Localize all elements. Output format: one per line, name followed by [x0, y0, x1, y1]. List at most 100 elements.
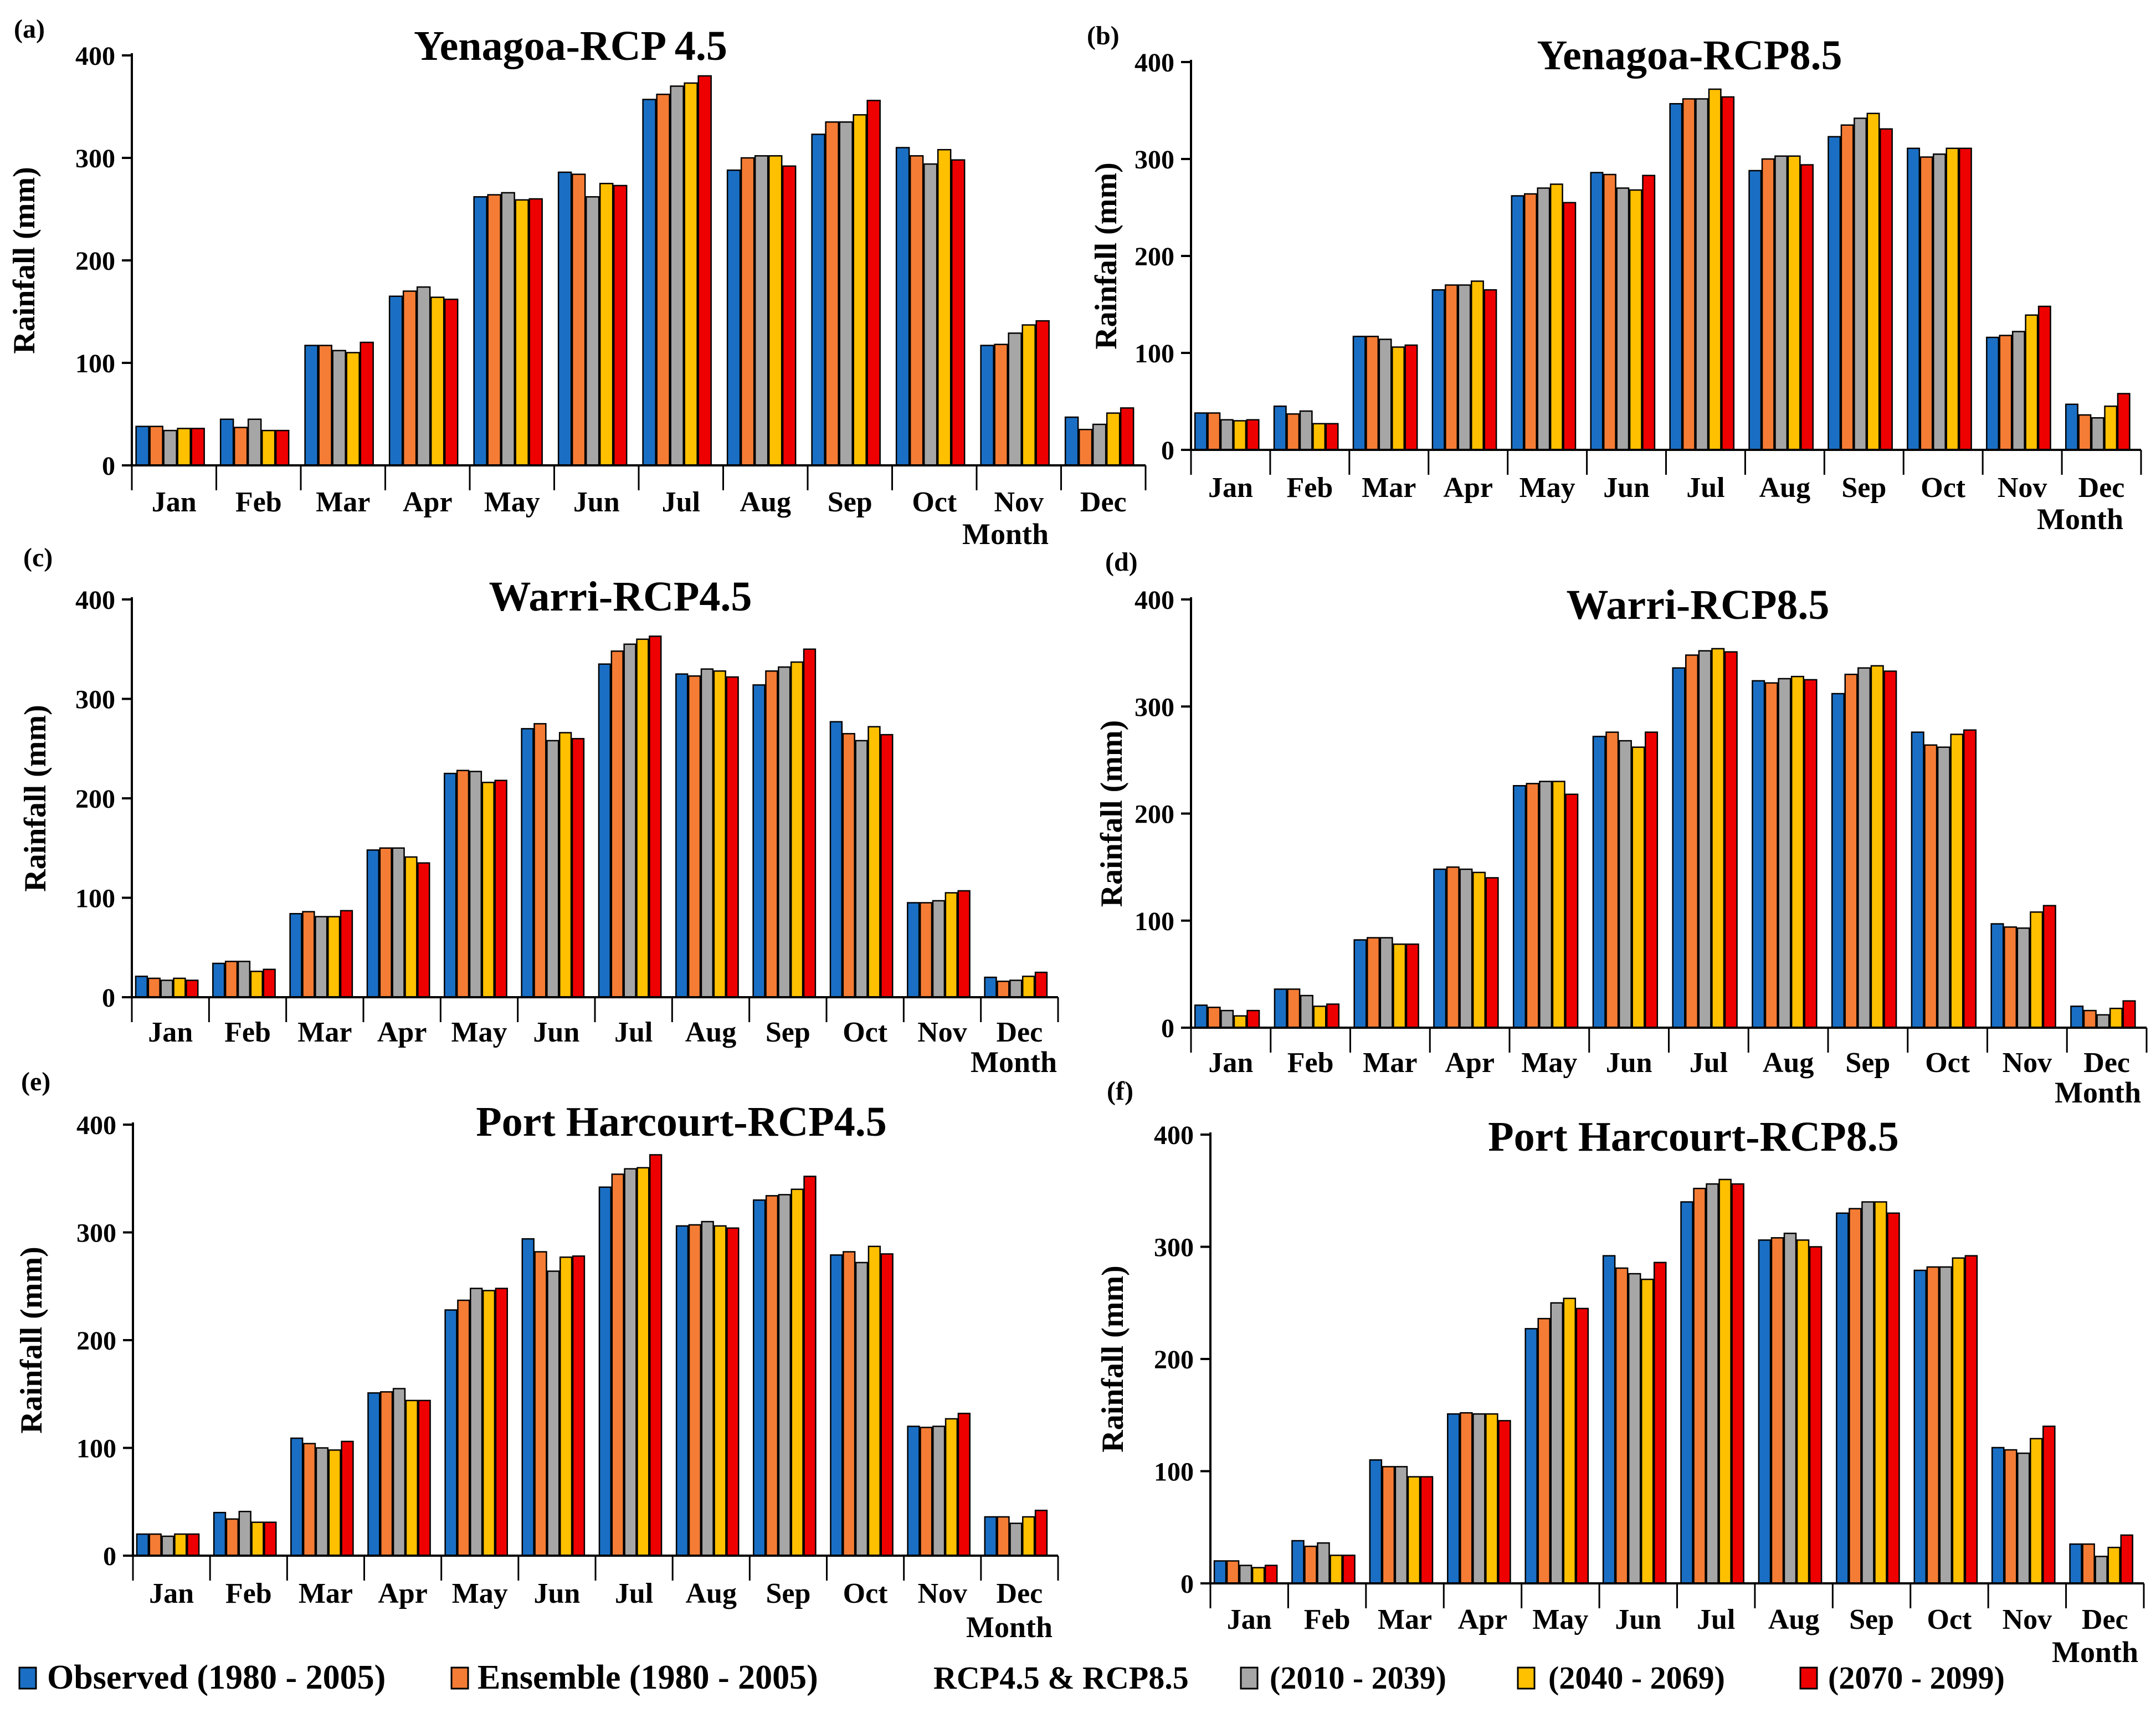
- bar: [1092, 423, 1107, 466]
- bar: [261, 429, 276, 466]
- legend-swatch-2040-2069: [1517, 1666, 1536, 1690]
- x-tick-label: Nov: [917, 1578, 967, 1609]
- bar: [327, 916, 341, 998]
- bar: [1721, 96, 1735, 451]
- x-axis-label: Month: [962, 517, 1049, 551]
- bar: [1539, 781, 1553, 1029]
- x-tick-label: Nov: [2003, 1047, 2052, 1079]
- bar: [289, 912, 302, 998]
- legend-label-ensemble: Ensemble (1980 - 2005): [478, 1659, 818, 1696]
- bar: [346, 352, 360, 466]
- legend-label-2040-2069: (2040 - 2069): [1548, 1660, 1725, 1696]
- bar: [1445, 284, 1459, 451]
- bar: [533, 723, 547, 998]
- bar: [843, 1251, 856, 1557]
- bar: [701, 1220, 714, 1557]
- bar: [636, 1167, 650, 1557]
- bar: [2030, 1438, 2043, 1584]
- bar: [1485, 877, 1499, 1029]
- x-tick-label: Aug: [1759, 472, 1810, 504]
- bar: [944, 892, 958, 998]
- y-tick-label: 200: [75, 784, 115, 814]
- panel-label: (a): [14, 14, 45, 44]
- bar: [867, 726, 881, 998]
- legend-swatch-2070-2099: [1799, 1666, 1818, 1690]
- x-tick-label: Nov: [917, 1017, 967, 1048]
- x-tick-label: Sep: [766, 1578, 810, 1609]
- x-tick-label: May: [1532, 1604, 1588, 1635]
- y-tick-label: 300: [1135, 693, 1174, 722]
- bar: [1008, 332, 1022, 466]
- bar: [754, 155, 769, 466]
- bar: [1382, 1466, 1395, 1584]
- legend-swatch-observed: [18, 1666, 37, 1690]
- bar: [1804, 679, 1818, 1029]
- bar: [997, 981, 1010, 998]
- legend-label-2010-2039: (2010 - 2039): [1270, 1660, 1446, 1696]
- bar: [1685, 654, 1699, 1029]
- x-tick-label: Dec: [2078, 472, 2125, 504]
- y-tick-label: 400: [1135, 586, 1174, 615]
- bar: [1312, 423, 1326, 451]
- x-tick-label: Nov: [994, 486, 1044, 518]
- bar: [1963, 729, 1977, 1029]
- bar: [919, 902, 933, 998]
- y-tick-label: 300: [75, 144, 115, 173]
- bar: [684, 82, 698, 466]
- bar: [247, 418, 262, 466]
- x-tick-label: Mar: [299, 1578, 353, 1609]
- bar: [1790, 675, 1804, 1029]
- y-tick-label: 0: [103, 1542, 116, 1571]
- bar: [1353, 939, 1367, 1029]
- bar: [1809, 1246, 1823, 1584]
- bar: [1565, 793, 1579, 1029]
- legend: Observed (1980 - 2005) Ensemble (1980 - …: [18, 1659, 2005, 1696]
- x-tick-label: Apr: [1443, 472, 1493, 504]
- bar: [1991, 1447, 2005, 1584]
- bar: [559, 1256, 573, 1557]
- bar: [2069, 1543, 2082, 1584]
- chart-title: Port Harcourt-RCP4.5: [476, 1099, 886, 1145]
- bar: [304, 345, 319, 466]
- bar: [332, 350, 346, 466]
- bar: [1680, 1201, 1693, 1584]
- bar: [842, 733, 855, 998]
- bar: [880, 1253, 894, 1557]
- bar: [1246, 1009, 1260, 1029]
- bar: [1233, 420, 1247, 451]
- bar: [212, 962, 225, 998]
- y-tick-label: 0: [102, 983, 115, 1013]
- y-axis-label: Rainfall (mm): [1096, 1265, 1130, 1453]
- panel-label: (c): [23, 543, 53, 572]
- bar: [444, 772, 457, 998]
- x-tick-label: May: [484, 486, 540, 518]
- bar: [1958, 147, 1972, 451]
- bar: [263, 968, 276, 998]
- bar: [623, 643, 636, 998]
- bar: [1286, 413, 1300, 451]
- bar: [1840, 124, 1854, 451]
- y-tick-label: 200: [76, 1326, 116, 1356]
- bar: [1433, 868, 1447, 1029]
- bar: [388, 295, 403, 466]
- bar: [1640, 1278, 1654, 1584]
- bar: [1857, 667, 1871, 1029]
- bar: [521, 1238, 535, 1557]
- x-tick-label: Feb: [1304, 1604, 1351, 1635]
- bar: [1405, 943, 1419, 1029]
- bar: [1708, 88, 1722, 451]
- bar: [907, 1425, 920, 1557]
- bar: [1618, 740, 1632, 1029]
- bar: [444, 299, 459, 466]
- bar: [803, 1176, 817, 1557]
- bar: [1524, 193, 1537, 451]
- bar: [944, 1418, 958, 1557]
- bar: [790, 661, 804, 998]
- bar: [1378, 339, 1392, 451]
- bar: [487, 194, 501, 466]
- y-tick-label: 0: [1180, 1570, 1194, 1599]
- bar: [1420, 1476, 1434, 1584]
- bar: [790, 1188, 804, 1557]
- bar: [219, 418, 234, 466]
- bar: [1325, 423, 1339, 451]
